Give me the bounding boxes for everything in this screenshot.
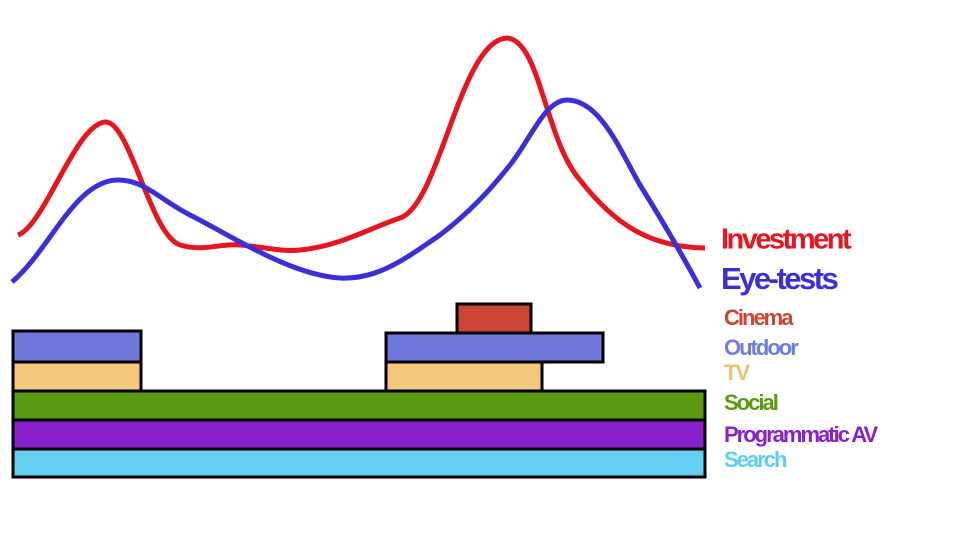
tv-block xyxy=(384,360,544,393)
legend-label: Search xyxy=(724,447,787,472)
legend-label: Programmatic AV xyxy=(724,422,878,447)
cinema-block xyxy=(455,302,533,335)
investment-curve xyxy=(16,35,706,253)
social-block xyxy=(11,389,707,422)
outdoor-block xyxy=(384,331,605,364)
legend-label: Social xyxy=(724,390,778,415)
legend-label: Cinema xyxy=(724,305,794,330)
eye-tests-curve xyxy=(10,97,703,290)
tv-block xyxy=(11,360,143,393)
legend-label: Investment xyxy=(721,224,852,256)
outdoor-block xyxy=(11,329,143,364)
search-block xyxy=(11,447,707,479)
legend-label: TV xyxy=(724,360,750,385)
programmatic-block xyxy=(11,418,707,451)
legend-label: Eye-tests xyxy=(721,261,838,296)
legend-label: Outdoor xyxy=(724,335,799,360)
